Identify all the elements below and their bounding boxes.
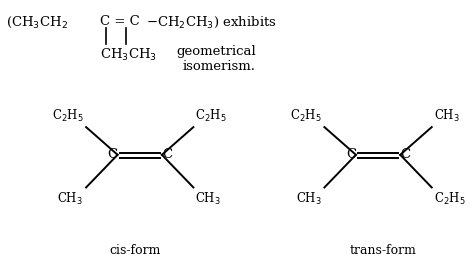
Text: C$_2$H$_5$: C$_2$H$_5$ [290,108,321,124]
Text: C: C [108,148,118,161]
Text: cis-form: cis-form [109,244,161,257]
Text: (CH$_3$CH$_2$: (CH$_3$CH$_2$ [6,15,68,30]
Text: $-$CH$_2$CH$_3$) exhibits: $-$CH$_2$CH$_3$) exhibits [146,15,277,30]
Text: C: C [346,148,356,161]
Text: C$_2$H$_5$: C$_2$H$_5$ [434,191,465,207]
Text: geometrical: geometrical [177,45,256,58]
Text: trans-form: trans-form [349,244,417,257]
Text: CH$_3$: CH$_3$ [296,191,321,207]
Text: C = C: C = C [100,15,140,28]
Text: CH$_3$: CH$_3$ [57,191,83,207]
Text: CH$_3$: CH$_3$ [195,191,221,207]
Text: isomerism.: isomerism. [182,60,255,73]
Text: C$_2$H$_5$: C$_2$H$_5$ [195,108,227,124]
Text: C: C [400,148,410,161]
Text: C$_2$H$_5$: C$_2$H$_5$ [52,108,83,124]
Text: CH$_3$: CH$_3$ [434,108,460,124]
Text: CH$_3$CH$_3$: CH$_3$CH$_3$ [100,47,157,63]
Text: C: C [162,148,172,161]
